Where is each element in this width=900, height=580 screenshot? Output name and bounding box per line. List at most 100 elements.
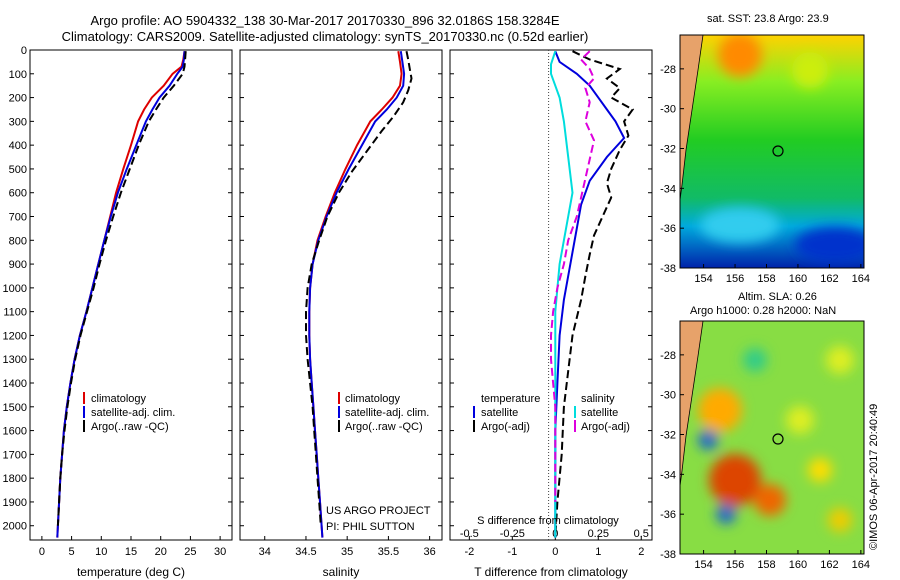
depth-tick-label: 1300: [3, 354, 27, 366]
x-tick-label: 35: [341, 546, 353, 558]
series-argo-raw-qc: [56, 51, 187, 526]
depth-tick-label: 1000: [3, 283, 27, 295]
depth-tick-label: 1600: [3, 426, 27, 438]
x-tick-label: 0: [552, 546, 558, 558]
series-s-argo-adj: [550, 50, 596, 502]
legend-satellite-label: satellite-adj. clim.: [91, 407, 175, 419]
temperature-axis-label: temperature (deg C): [77, 565, 185, 579]
series-satellite-adj-clim: [56, 51, 186, 538]
sla-map: [679, 320, 865, 555]
legend-argo-label: Argo(..raw -QC): [345, 421, 423, 433]
legend-s-satellite-label: satellite: [581, 407, 618, 419]
lat-tick-label: -28: [660, 64, 676, 76]
depth-tick-label: 1100: [3, 307, 27, 319]
lon-tick-label: 158: [757, 273, 775, 285]
legend-s-argo-label: Argo(-adj): [581, 421, 630, 433]
sla-map-title-1: Altim. SLA: 0.26: [738, 291, 817, 303]
lat-tick-label: -28: [660, 350, 676, 362]
lat-tick-label: -34: [660, 183, 676, 195]
difference-panel-frame: [449, 49, 653, 541]
sla-features: [698, 346, 854, 532]
x-tick-label: 15: [125, 546, 137, 558]
depth-tick-label: 2000: [3, 521, 27, 533]
legend-argo-label: Argo(..raw -QC): [91, 421, 169, 433]
lon-tick-label: 156: [726, 559, 744, 571]
x-tick-label: 30: [214, 546, 226, 558]
depth-tick-label: 800: [9, 235, 27, 247]
axis-ticks: 0100200300400500600700800900100011001200…: [3, 45, 652, 558]
lat-tick-label: -30: [660, 104, 676, 116]
lon-tick-label: 164: [852, 273, 870, 285]
lon-tick-label: 158: [757, 559, 775, 571]
lat-tick-label: -38: [660, 263, 676, 275]
series-s-satellite: [550, 50, 574, 538]
x-tick-label: -2: [464, 546, 474, 558]
sst-argo-location-marker: [772, 145, 784, 157]
lat-tick-label: -34: [660, 469, 676, 481]
lon-tick-label: 164: [852, 559, 870, 571]
lat-tick-label: -36: [660, 509, 676, 521]
x-tick-label: 10: [95, 546, 107, 558]
legend-climatology-label: climatology: [91, 393, 147, 405]
temperature-legend: climatology satellite-adj. clim. Argo(..…: [83, 392, 175, 433]
legend-temperature-title: temperature: [481, 393, 540, 405]
lon-tick-label: 162: [820, 273, 838, 285]
sst-map-title: sat. SST: 23.8 Argo: 23.9: [707, 13, 829, 25]
lat-tick-label: -32: [660, 144, 676, 156]
legend-t-satellite-label: satellite: [481, 407, 518, 419]
depth-tick-label: 600: [9, 188, 27, 200]
sla-map-frame: [679, 320, 865, 555]
series-t-satellite: [554, 50, 626, 538]
project-credit: US ARGO PROJECT: [326, 505, 431, 517]
plot-title-line-1: Argo profile: AO 5904332_138 30-Mar-2017…: [90, 13, 560, 28]
s-tick-label: -0.5: [460, 528, 479, 540]
sst-features: [700, 35, 864, 263]
depth-tick-label: 400: [9, 140, 27, 152]
lat-tick-label: -30: [660, 390, 676, 402]
depth-tick-label: 900: [9, 259, 27, 271]
s-tick-label: 0.25: [588, 528, 609, 540]
x-tick-label: 0: [39, 546, 45, 558]
salinity-legend: climatology satellite-adj. clim. Argo(..…: [338, 392, 429, 433]
depth-tick-label: 200: [9, 93, 27, 105]
x-tick-label: 5: [69, 546, 75, 558]
series-satellite-adj-clim: [308, 51, 406, 538]
series-climatology: [56, 51, 186, 538]
series-t-argo-adj: [554, 50, 635, 538]
x-tick-label: 34.5: [295, 546, 316, 558]
depth-tick-label: 1800: [3, 473, 27, 485]
sst-map: [679, 34, 865, 269]
depth-tick-label: 1200: [3, 330, 27, 342]
lon-tick-label: 160: [789, 273, 807, 285]
map-axis-ticks: -28 -30 -32 -34 -36 -38 154 156 158 160 162 164 -28 -…: [660, 64, 870, 571]
lon-tick-label: 160: [789, 559, 807, 571]
depth-tick-label: 1400: [3, 378, 27, 390]
x-tick-label: 20: [155, 546, 167, 558]
sst-map-frame: [679, 34, 865, 269]
s-tick-label: -0.25: [500, 528, 525, 540]
x-tick-label: 1: [595, 546, 601, 558]
t-difference-axis-label: T difference from climatology: [474, 565, 628, 579]
lon-tick-label: 154: [694, 559, 712, 571]
depth-tick-label: 500: [9, 164, 27, 176]
x-tick-label: 2: [638, 546, 644, 558]
s-tick-label: 0.5: [634, 528, 649, 540]
sla-map-title-2: Argo h1000: 0.28 h2000: NaN: [690, 305, 837, 317]
s-difference-axis-label: S difference from climatology: [477, 515, 619, 527]
imos-watermark: ©IMOS 06-Apr-2017 20:40:49: [868, 403, 880, 550]
salinity-axis-label: salinity: [323, 565, 360, 579]
depth-tick-label: 300: [9, 116, 27, 128]
lon-tick-label: 154: [694, 273, 712, 285]
lat-tick-label: -38: [660, 549, 676, 561]
lon-tick-label: 162: [820, 559, 838, 571]
depth-tick-label: 1500: [3, 402, 27, 414]
depth-tick-label: 0: [21, 45, 27, 57]
x-tick-label: 25: [184, 546, 196, 558]
profile-series: [56, 50, 635, 538]
plot-title-line-2: Climatology: CARS2009. Satellite-adjuste…: [61, 29, 589, 44]
depth-tick-label: 100: [9, 69, 27, 81]
legend-satellite-label: satellite-adj. clim.: [345, 407, 429, 419]
legend-t-argo-label: Argo(-adj): [481, 421, 530, 433]
depth-tick-label: 700: [9, 212, 27, 224]
